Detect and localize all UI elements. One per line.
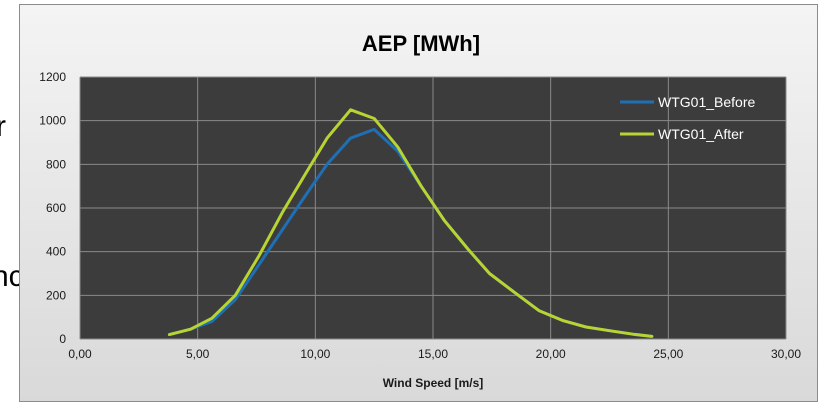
x-axis-ticks: 0,00 5,00 10,00 15,00 20,00 25,00 30,00 — [68, 347, 801, 361]
y-axis-ticks: 0 200 400 600 800 1000 1200 — [39, 70, 66, 346]
legend-label: WTG01_Before — [658, 94, 755, 110]
series-line-wtg01-after — [167, 108, 654, 338]
background-text-fragment: r — [0, 110, 6, 143]
y-tick-label: 800 — [46, 157, 66, 171]
x-tick-label: 15,00 — [418, 347, 448, 361]
series-lines — [167, 108, 654, 338]
y-tick-label: 600 — [46, 201, 66, 215]
y-tick-label: 1200 — [39, 70, 66, 84]
x-tick-label: 10,00 — [300, 347, 330, 361]
x-tick-label: 30,00 — [771, 347, 801, 361]
legend-label: WTG01_After — [658, 126, 744, 142]
x-tick-label: 25,00 — [653, 347, 683, 361]
x-tick-label: 20,00 — [536, 347, 566, 361]
y-tick-label: 200 — [46, 288, 66, 302]
background-text-fragment: nc — [0, 260, 24, 293]
y-tick-label: 1000 — [39, 114, 66, 128]
x-tick-label: 5,00 — [186, 347, 210, 361]
y-tick-label: 0 — [59, 332, 66, 346]
aep-chart: AEP [MWh] 0,00 5,00 10,00 15,00 20,00 25,00 30… — [39, 31, 801, 390]
y-tick-label: 400 — [46, 245, 66, 259]
chart-frame: AEP [MWh] 0,00 5,00 10,00 15,00 20,00 25,00 30… — [19, 4, 818, 402]
x-axis-title: Wind Speed [m/s] — [383, 376, 484, 390]
chart-title: AEP [MWh] — [362, 31, 480, 56]
legend: WTG01_Before WTG01_After — [620, 94, 755, 142]
x-tick-label: 0,00 — [68, 347, 92, 361]
grid-lines — [79, 76, 787, 340]
